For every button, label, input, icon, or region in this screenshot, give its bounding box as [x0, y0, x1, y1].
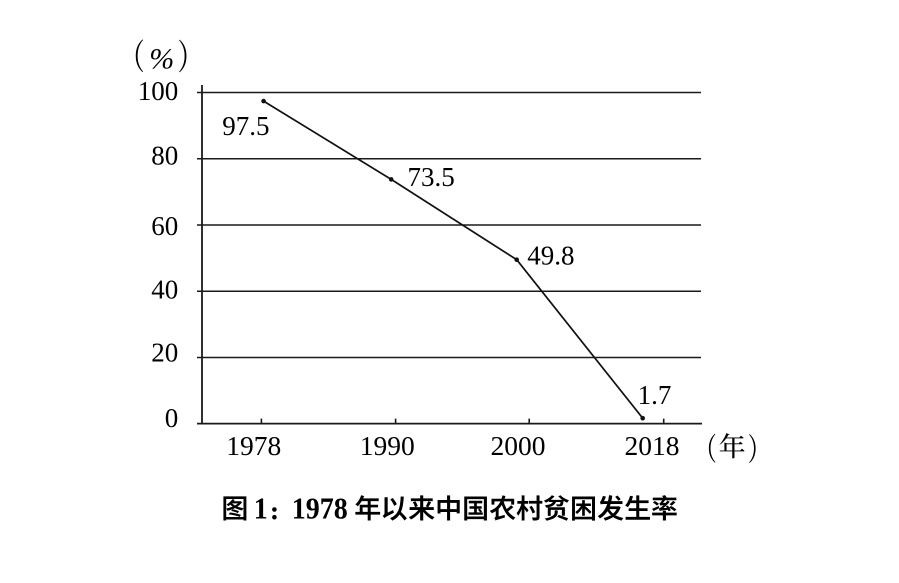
svg-text:40: 40	[151, 274, 178, 304]
svg-text:1978: 1978	[292, 493, 348, 526]
svg-text:73.5: 73.5	[408, 162, 455, 192]
svg-text:80: 80	[151, 140, 178, 170]
svg-text:1.7: 1.7	[638, 380, 672, 410]
svg-text:1: 1	[254, 493, 268, 526]
svg-text:49.8: 49.8	[527, 241, 574, 271]
svg-text:2000: 2000	[491, 430, 546, 461]
svg-text:20: 20	[151, 338, 178, 368]
svg-text:97.5: 97.5	[222, 111, 269, 141]
svg-text:2018: 2018	[625, 430, 680, 461]
svg-text:%: %	[149, 43, 174, 76]
svg-text:1990: 1990	[360, 430, 415, 461]
svg-text:0: 0	[165, 403, 179, 433]
svg-text:60: 60	[151, 211, 178, 241]
svg-text:1978: 1978	[226, 430, 281, 461]
svg-text:100: 100	[138, 76, 179, 106]
